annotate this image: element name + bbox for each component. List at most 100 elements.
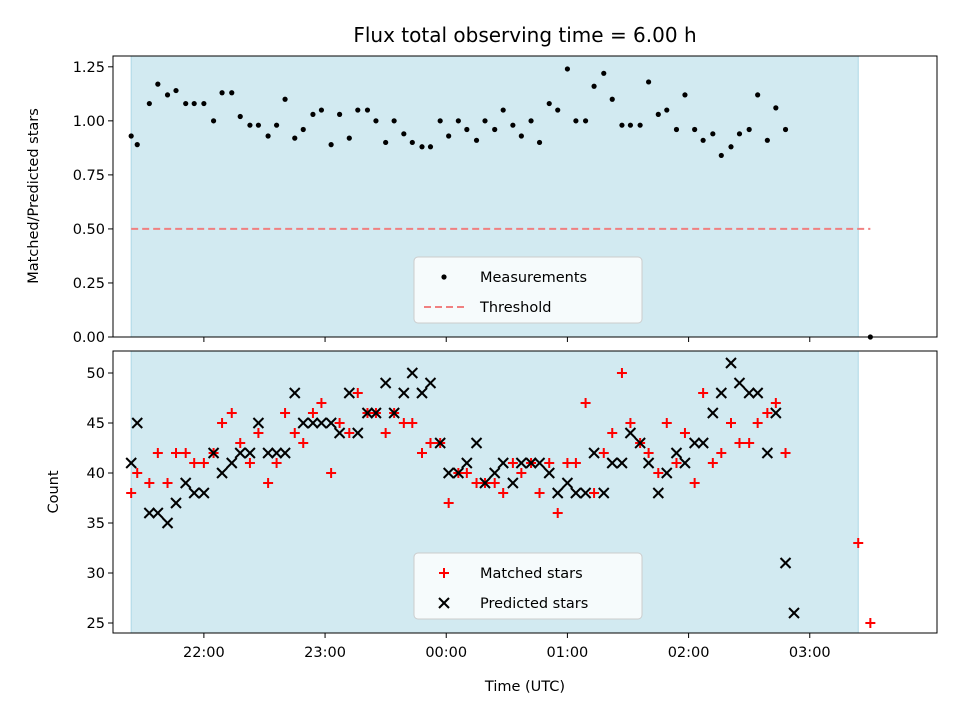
ratio-panel-marks <box>128 66 873 340</box>
count-y-tick-label: 40 <box>87 466 105 482</box>
matched-stars-point <box>726 418 736 428</box>
matched-stars-point <box>171 448 182 458</box>
matched-stars-point <box>616 368 627 378</box>
measurements-point <box>573 118 579 124</box>
predicted-stars-point <box>143 507 156 519</box>
matched-stars-point <box>570 458 581 468</box>
count-y-tick-label: 35 <box>87 516 105 532</box>
predicted-stars-point <box>452 467 465 479</box>
measurements-point <box>219 90 225 96</box>
matched-stars-point <box>144 478 155 488</box>
count-y-tick-label: 25 <box>87 616 105 632</box>
predicted-stars-point <box>361 407 374 419</box>
measurements-point <box>482 118 488 124</box>
measurements-point <box>528 118 534 124</box>
matched-stars-point <box>461 468 472 478</box>
predicted-stars-point <box>561 477 574 489</box>
measurements-point <box>237 113 243 120</box>
predicted-stars-point <box>315 417 328 429</box>
predicted-stars-point <box>616 457 628 469</box>
predicted-stars-point <box>161 517 174 529</box>
matched-stars-point <box>744 438 755 448</box>
measurements-point <box>782 126 789 133</box>
predicted-stars-point <box>207 447 220 459</box>
matched-stars-point <box>425 438 436 448</box>
predicted-stars-point <box>325 417 337 429</box>
matched-stars-point <box>498 488 509 498</box>
matched-stars-point <box>507 458 518 468</box>
predicted-stars-point <box>406 367 419 379</box>
predicted-stars-point <box>488 467 501 479</box>
predicted-stars-point <box>779 557 792 569</box>
matched-stars-point <box>126 488 137 498</box>
predicted-stars-point <box>479 477 491 489</box>
predicted-stars-point <box>543 467 555 479</box>
matched-stars-point <box>344 428 355 438</box>
chart-title: Flux total observing time = 6.00 h <box>353 23 696 47</box>
ratio-legend-box <box>413 256 643 324</box>
measurements-point <box>446 133 452 139</box>
count-panel-frame <box>112 350 938 634</box>
matched-stars-point <box>734 438 745 448</box>
predicted-stars-point <box>307 417 319 429</box>
matched-stars-point <box>780 448 791 458</box>
predicted-stars-point <box>725 357 737 369</box>
ratio-panel-frame <box>112 55 938 338</box>
count-y-tick-label: 50 <box>87 366 105 382</box>
matched-stars-point <box>307 408 318 418</box>
measurements-point <box>255 122 262 128</box>
predicted-stars-point <box>642 457 655 469</box>
count-legend-box <box>413 552 643 620</box>
measurements-point <box>601 70 607 76</box>
matched-stars-point <box>198 458 209 468</box>
measurements-point <box>718 152 724 159</box>
measurements-point <box>555 107 561 113</box>
predicted-stars-point <box>461 457 473 469</box>
predicted-stars-point <box>170 497 182 509</box>
matched-stars-point <box>280 408 291 418</box>
measurements-point <box>164 92 171 98</box>
predicted-stars-point <box>333 427 346 439</box>
legend-threshold-label: Threshold <box>479 300 551 316</box>
count-y-tick-label: 45 <box>87 416 105 432</box>
measurements-point <box>637 122 643 128</box>
measurements-point <box>536 139 543 146</box>
matched-stars-point <box>689 478 700 488</box>
matched-stars-point <box>417 448 427 458</box>
count-y-axis-label: Count <box>46 470 62 513</box>
matched-stars-point <box>334 418 345 428</box>
measurements-point <box>710 131 716 137</box>
predicted-stars-point <box>152 507 164 519</box>
measurements-point <box>591 83 597 89</box>
measurements-point <box>627 122 634 128</box>
legend-predicted-stars-swatch <box>438 597 450 609</box>
matched-stars-point <box>180 448 191 458</box>
ratio-y-tick-label: 1.25 <box>73 60 105 76</box>
predicted-stars-point <box>652 487 665 499</box>
measurements-point <box>201 100 207 107</box>
measurements-point <box>728 144 734 150</box>
predicted-stars-point <box>434 437 446 449</box>
matched-stars-point <box>625 418 636 428</box>
predicted-stars-point <box>598 487 610 499</box>
matched-stars-point <box>661 418 672 428</box>
measurements-point <box>146 100 152 107</box>
measurements-point <box>300 126 306 133</box>
predicted-stars-point <box>442 467 455 479</box>
matched-stars-point <box>152 448 163 458</box>
matched-stars-point <box>316 398 327 408</box>
matched-stars-point <box>489 478 500 488</box>
measurements-point <box>409 139 415 146</box>
matched-stars-point <box>132 468 143 478</box>
predicted-stars-point <box>179 477 192 489</box>
measurements-point <box>310 111 316 117</box>
predicted-stars-point <box>216 467 228 479</box>
predicted-stars-point <box>533 457 546 469</box>
measurements-point <box>391 118 397 124</box>
predicted-stars-point <box>661 467 673 479</box>
measurements-point <box>419 144 425 150</box>
matched-stars-point <box>289 428 300 438</box>
predicted-stars-point <box>234 447 246 459</box>
measurements-point <box>282 96 288 102</box>
